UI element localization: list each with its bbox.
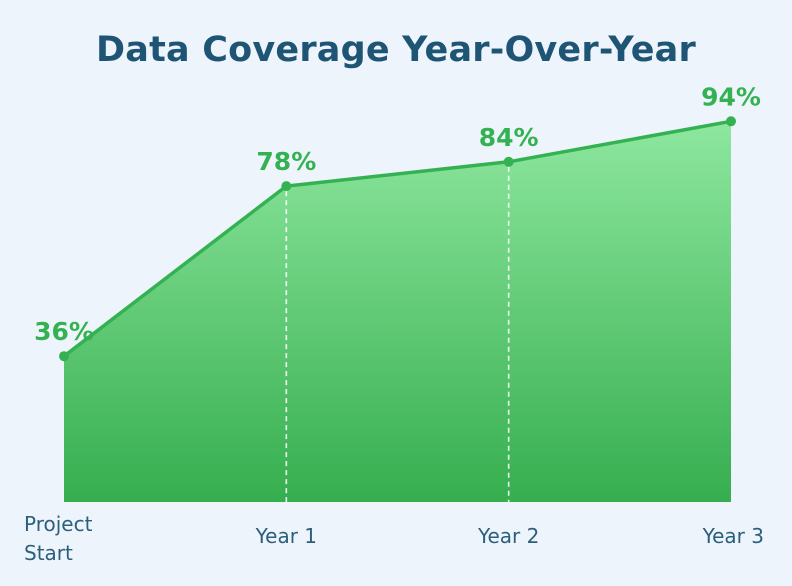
area-fill (64, 121, 731, 503)
x-tick-label: Year 1 (255, 524, 317, 548)
data-label: 78% (256, 147, 316, 176)
data-point (503, 156, 514, 167)
data-label: 36% (34, 317, 94, 346)
x-tick-label: Project Start (24, 512, 93, 565)
data-label: 84% (479, 123, 539, 152)
data-point (281, 181, 292, 192)
data-point (59, 351, 69, 362)
data-label: 94% (701, 82, 761, 111)
data-point (726, 116, 736, 127)
x-tick-label: Year 3 (702, 524, 764, 548)
x-tick-label: Year 2 (477, 524, 539, 548)
chart-title: Data Coverage Year-Over-Year (96, 30, 696, 70)
series-line (62, 119, 733, 358)
